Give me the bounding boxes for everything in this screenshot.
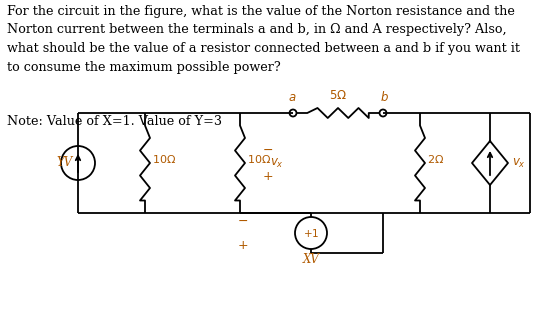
Circle shape xyxy=(295,217,327,249)
Text: $10\Omega$: $10\Omega$ xyxy=(247,153,271,165)
Text: $v_x$: $v_x$ xyxy=(270,157,284,169)
Text: $-$: $-$ xyxy=(237,214,248,227)
Circle shape xyxy=(289,110,296,117)
Circle shape xyxy=(61,146,95,180)
Text: $5\Omega$: $5\Omega$ xyxy=(329,89,347,102)
Text: $+1$: $+1$ xyxy=(303,227,319,239)
Text: YV: YV xyxy=(57,157,73,169)
Text: $b$: $b$ xyxy=(380,90,389,104)
Text: $v_x$: $v_x$ xyxy=(512,157,526,169)
Circle shape xyxy=(380,110,386,117)
Text: $+$: $+$ xyxy=(262,170,273,183)
Text: $-$: $-$ xyxy=(262,143,273,156)
Text: For the circuit in the figure, what is the value of the Norton resistance and th: For the circuit in the figure, what is t… xyxy=(7,5,520,73)
Text: $2\Omega$: $2\Omega$ xyxy=(427,153,444,165)
Text: $a$: $a$ xyxy=(288,91,296,104)
Text: $10\Omega$: $10\Omega$ xyxy=(152,153,176,165)
Text: $+$: $+$ xyxy=(237,239,248,252)
Text: Note: Value of X=1. Value of Y=3: Note: Value of X=1. Value of Y=3 xyxy=(7,115,222,128)
Text: XV: XV xyxy=(302,253,320,266)
